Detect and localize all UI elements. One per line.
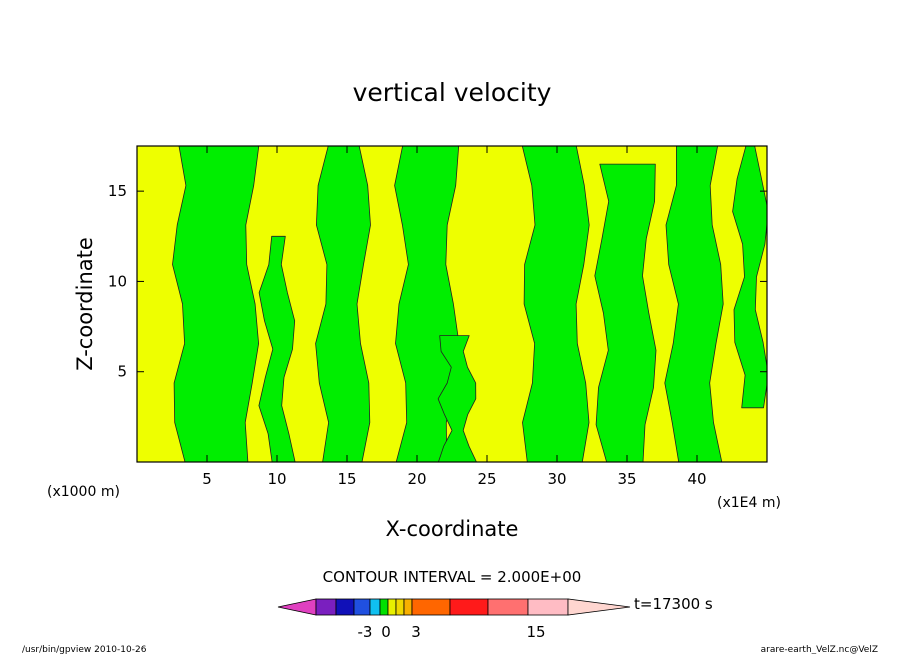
colorbar-segment xyxy=(315,598,337,616)
y-axis-label: Z-coordinate xyxy=(73,237,97,371)
colorbar-segment xyxy=(335,598,355,616)
colorbar-segment xyxy=(387,598,397,616)
plot-frame xyxy=(136,145,768,463)
colorbar-segment xyxy=(527,598,569,616)
x-unit-right: (x1E4 m) xyxy=(717,495,781,511)
x-tick-label: 15 xyxy=(337,470,356,488)
x-tick-label: 25 xyxy=(477,470,496,488)
colorbar-segment xyxy=(449,598,489,616)
y-tick-label: 10 xyxy=(108,272,127,290)
positive-region xyxy=(437,335,477,462)
x-tick-label: 5 xyxy=(202,470,212,488)
positive-region xyxy=(594,163,657,462)
x-tick-label: 30 xyxy=(547,470,566,488)
footer-right: arare-earth_VelZ.nc@VelZ xyxy=(761,645,878,654)
colorbar-segment xyxy=(369,598,381,616)
colorbar xyxy=(277,598,631,616)
positive-region xyxy=(521,146,590,462)
colorbar-segment xyxy=(379,598,389,616)
contour-field xyxy=(137,146,767,462)
colorbar-segment xyxy=(411,598,451,616)
y-tick-label: 5 xyxy=(117,363,127,381)
x-tick-label: 10 xyxy=(267,470,286,488)
colorbar-high-arrow xyxy=(567,598,631,616)
positive-region xyxy=(394,146,460,462)
colorbar-tick-label: 0 xyxy=(381,623,391,641)
y-tick-label: 15 xyxy=(108,182,127,200)
time-label: t=17300 s xyxy=(634,595,713,613)
colorbar-tick-label: 15 xyxy=(526,623,545,641)
positive-region xyxy=(172,146,260,462)
chart-title: vertical velocity xyxy=(353,78,552,107)
positive-region xyxy=(732,146,767,409)
x-tick-label: 20 xyxy=(407,470,426,488)
colorbar-tick-label: -3 xyxy=(358,623,373,641)
contour-interval: CONTOUR INTERVAL = 2.000E+00 xyxy=(323,568,582,586)
x-tick-label: 40 xyxy=(687,470,706,488)
colorbar-tick-label: 3 xyxy=(411,623,421,641)
x-axis-label: X-coordinate xyxy=(386,517,519,541)
positive-region xyxy=(258,235,296,462)
footer-left: /usr/bin/gpview 2010-10-26 xyxy=(22,645,147,654)
positive-region xyxy=(315,146,371,462)
colorbar-segment xyxy=(487,598,529,616)
positive-region xyxy=(664,146,724,462)
colorbar-segment xyxy=(395,598,405,616)
colorbar-segment xyxy=(403,598,413,616)
x-unit-left: (x1000 m) xyxy=(47,484,120,500)
colorbar-low-arrow xyxy=(277,598,317,616)
colorbar-segment xyxy=(353,598,371,616)
x-tick-label: 35 xyxy=(617,470,636,488)
